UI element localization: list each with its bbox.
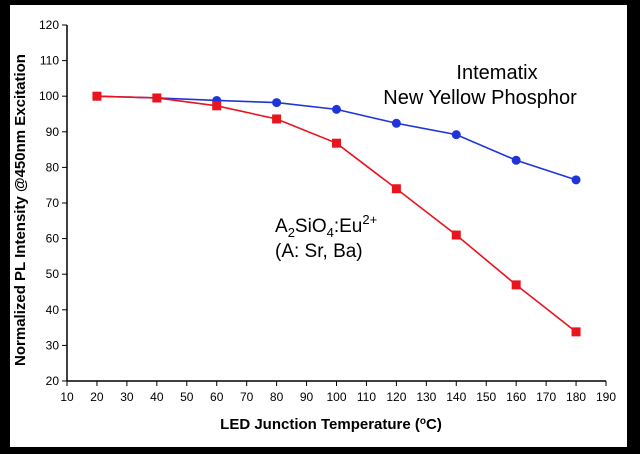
y-tick-label: 20 (46, 374, 60, 388)
x-tick-label: 20 (90, 390, 104, 404)
x-tick-label: 110 (357, 390, 376, 404)
data-point-square (571, 327, 581, 337)
data-point-square (332, 138, 341, 148)
x-tick-label: 60 (210, 390, 224, 404)
chart-panel: 20 30 40 50 60 70 80 90 100 110 120 10 20 30 40 50 60 70… (10, 5, 627, 447)
y-tick-label: 60 (46, 232, 60, 246)
data-point-square (212, 101, 222, 111)
x-tick-label: 100 (326, 390, 346, 404)
data-point-circle (391, 118, 401, 128)
annotation-intematix-line1: Intematix (456, 62, 537, 84)
x-tick-labels: 10 20 30 40 50 60 70 80 90 100 110 120 130 140 150 160 1… (60, 381, 616, 404)
x-tick-label: 90 (300, 390, 314, 404)
y-tick-label: 30 (46, 338, 60, 352)
x-axis-label: LED Junction Temperature (oC) (220, 416, 442, 433)
y-tick-label: 90 (46, 125, 60, 139)
x-tick-label: 50 (180, 390, 194, 404)
formula-eu-sup: 2+ (362, 212, 377, 227)
x-tick-label: 40 (150, 390, 164, 404)
data-point-circle (571, 175, 581, 185)
data-point-square (451, 230, 461, 240)
y-tick-label: 40 (46, 303, 60, 317)
x-tick-label: 160 (506, 390, 526, 404)
y-tick-label: 70 (46, 196, 60, 210)
data-point-square (511, 280, 521, 290)
x-tick-label: 190 (596, 390, 616, 404)
x-tick-label: 150 (476, 390, 496, 404)
x-axis-label-main: LED Junction Temperature ( (220, 416, 420, 433)
y-tick-label: 100 (39, 89, 59, 103)
x-tick-label: 10 (60, 390, 74, 404)
x-tick-label: 180 (566, 390, 586, 404)
y-tick-label: 110 (40, 54, 59, 68)
series-markers (92, 91, 581, 337)
series-line-2 (96, 95, 577, 333)
formula-si-sub: 4 (327, 225, 334, 240)
data-point-square (391, 184, 401, 194)
x-tick-label: 170 (536, 390, 556, 404)
annotation-formula-line2: (A: Sr, Ba) (275, 241, 363, 262)
data-point-square (92, 91, 102, 101)
y-tick-labels: 20 30 40 50 60 70 80 90 100 110 120 (39, 18, 67, 388)
annotation-formula: A2SiO4:Eu2+ (275, 212, 377, 240)
data-point-circle (451, 130, 461, 140)
x-axis-label-tail: C) (426, 416, 442, 433)
data-point-circle (511, 155, 521, 165)
formula-a: A (275, 216, 288, 237)
series-lines (96, 95, 577, 333)
x-tick-label: 120 (386, 390, 406, 404)
x-tick-label: 130 (416, 390, 436, 404)
annotation-intematix-line2: New Yellow Phosphor (383, 87, 577, 109)
x-tick-label: 30 (120, 390, 134, 404)
data-point-circle (272, 98, 282, 108)
x-axis-label-degree: o (420, 416, 426, 427)
formula-a-sub: 2 (288, 225, 295, 240)
y-tick-label: 120 (39, 18, 59, 32)
data-point-circle (332, 104, 341, 114)
y-tick-label: 50 (46, 267, 60, 281)
x-tick-label: 140 (446, 390, 466, 404)
data-point-square (152, 93, 162, 103)
y-axis-label: Normalized PL Intensity @450nm Excitatio… (12, 54, 29, 366)
y-tick-label: 80 (46, 160, 60, 174)
data-point-square (272, 114, 282, 124)
formula-si: SiO (295, 216, 327, 237)
formula-eu: :Eu (334, 216, 363, 237)
x-tick-label: 70 (240, 390, 254, 404)
x-tick-label: 80 (270, 390, 284, 404)
